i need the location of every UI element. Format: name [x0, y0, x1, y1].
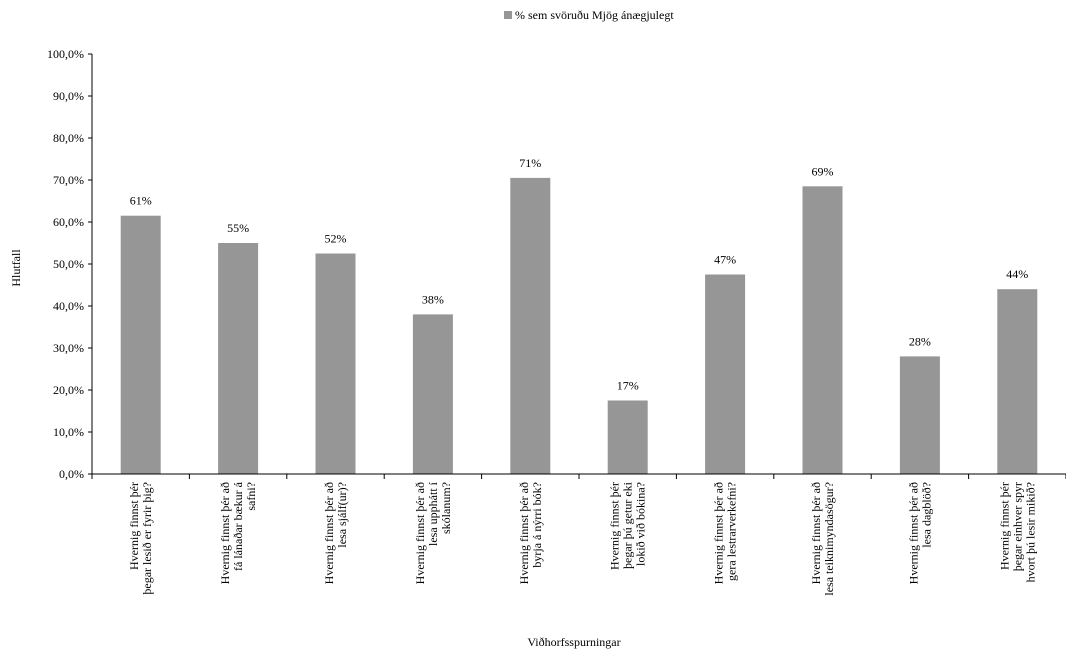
bar — [120, 215, 161, 474]
category-label: Hvernig finnst þérþegar einhver spyrhvor… — [997, 482, 1037, 582]
data-label: 61% — [130, 194, 152, 208]
data-label: 71% — [519, 156, 541, 170]
category-label-line: lesa dagblöð? — [919, 482, 933, 548]
bar — [705, 274, 746, 474]
category-label-line: þegar lesið er fyrir þig? — [140, 482, 154, 595]
category-label: Hvernig finnst þér aðlesa dagblöð? — [906, 482, 933, 584]
category-label-line: Hvernig finnst þér — [127, 482, 141, 570]
bar — [802, 186, 843, 475]
bar — [218, 243, 259, 474]
data-label: 52% — [325, 232, 347, 246]
category-label-line: þegar þú getur eki — [621, 481, 635, 569]
y-axis-title: Hlutfall — [9, 249, 23, 287]
data-label: 17% — [617, 379, 639, 393]
category-label-line: lesa upphátt í — [426, 481, 440, 546]
bar — [997, 289, 1038, 474]
category-label: Hvernig finnst þér aðfá lánaðar bækur ás… — [218, 481, 258, 584]
y-tick-label: 0,0% — [59, 467, 84, 481]
bar — [315, 253, 356, 474]
y-tick-label: 50,0% — [53, 257, 84, 271]
data-label: 38% — [422, 292, 444, 306]
category-label-line: fá lánaðar bækur á — [231, 481, 245, 571]
legend-label: % sem svöruðu Mjög ánægjulegt — [515, 8, 674, 22]
legend: % sem svöruðu Mjög ánægjulegt — [504, 8, 674, 22]
category-label-line: Hvernig finnst þér — [608, 482, 622, 570]
category-label-line: gera lestrarverkefni? — [725, 482, 739, 581]
category-label: Hvernig finnst þérþegar þú getur ekiloki… — [608, 481, 648, 570]
bar — [607, 400, 648, 474]
category-label-line: skólanum? — [439, 482, 453, 534]
y-tick-label: 70,0% — [53, 173, 84, 187]
category-label-line: Hvernig finnst þér að — [218, 482, 232, 584]
category-label-line: hvort þú lesir mikið? — [1023, 482, 1037, 582]
category-label-line: safni? — [244, 482, 258, 511]
y-tick-label: 60,0% — [53, 215, 84, 229]
x-axis-title: Viðhorfsspurningar — [527, 635, 620, 649]
category-label-line: þegar einhver spyr — [1010, 482, 1024, 571]
bars — [120, 177, 1038, 475]
category-label: Hvernig finnst þér aðbyrja á nýrri bók? — [517, 482, 544, 584]
category-label: Hvernig finnst þérþegar lesið er fyrir þ… — [127, 482, 154, 595]
x-axis — [91, 474, 1066, 479]
y-tick-label: 30,0% — [53, 341, 84, 355]
category-label-line: byrja á nýrri bók? — [530, 482, 544, 568]
y-axis: 0,0% 10,0% 20,0% 30,0% 40,0% 50,0% 60,0% 70,0% 8… — [47, 47, 92, 481]
y-tick-label: 10,0% — [53, 425, 84, 439]
y-tick-label: 40,0% — [53, 299, 84, 313]
data-labels: 61% 55% 52% 38% 71% 17% 47% 69% 28% 44% — [130, 156, 1029, 393]
category-label-line: Hvernig finnst þér að — [517, 482, 531, 584]
data-label: 55% — [227, 221, 249, 235]
data-label: 28% — [909, 334, 931, 348]
category-label-line: Hvernig finnst þér að — [809, 482, 823, 584]
category-label-line: lokið við bókina? — [634, 482, 648, 566]
bar — [510, 177, 551, 474]
y-tick-label: 90,0% — [53, 89, 84, 103]
category-label: Hvernig finnst þér aðlesa sjálf(ur)? — [322, 482, 349, 584]
data-label: 44% — [1006, 267, 1028, 281]
category-label-line: Hvernig finnst þér að — [322, 482, 336, 584]
category-label-line: Hvernig finnst þér að — [906, 482, 920, 584]
y-tick-label: 80,0% — [53, 131, 84, 145]
category-label: Hvernig finnst þér aðlesa teiknimyndasög… — [809, 482, 836, 596]
category-label: Hvernig finnst þér aðlesa upphátt ískóla… — [413, 481, 453, 584]
category-label-line: lesa teiknimyndasögur? — [822, 482, 836, 596]
category-labels: Hvernig finnst þérþegar lesið er fyrir þ… — [127, 481, 1037, 595]
bar — [899, 356, 940, 474]
category-label-line: Hvernig finnst þér að — [413, 482, 427, 584]
y-tick-label: 100,0% — [47, 47, 84, 61]
y-tick-label: 20,0% — [53, 383, 84, 397]
category-label-line: Hvernig finnst þér — [997, 482, 1011, 570]
bar — [412, 314, 453, 474]
legend-swatch — [504, 11, 512, 19]
category-label: Hvernig finnst þér aðgera lestrarverkefn… — [712, 482, 739, 584]
data-label: 69% — [812, 164, 834, 178]
category-label-line: lesa sjálf(ur)? — [335, 482, 349, 548]
data-label: 47% — [714, 253, 736, 267]
category-label-line: Hvernig finnst þér að — [712, 482, 726, 584]
